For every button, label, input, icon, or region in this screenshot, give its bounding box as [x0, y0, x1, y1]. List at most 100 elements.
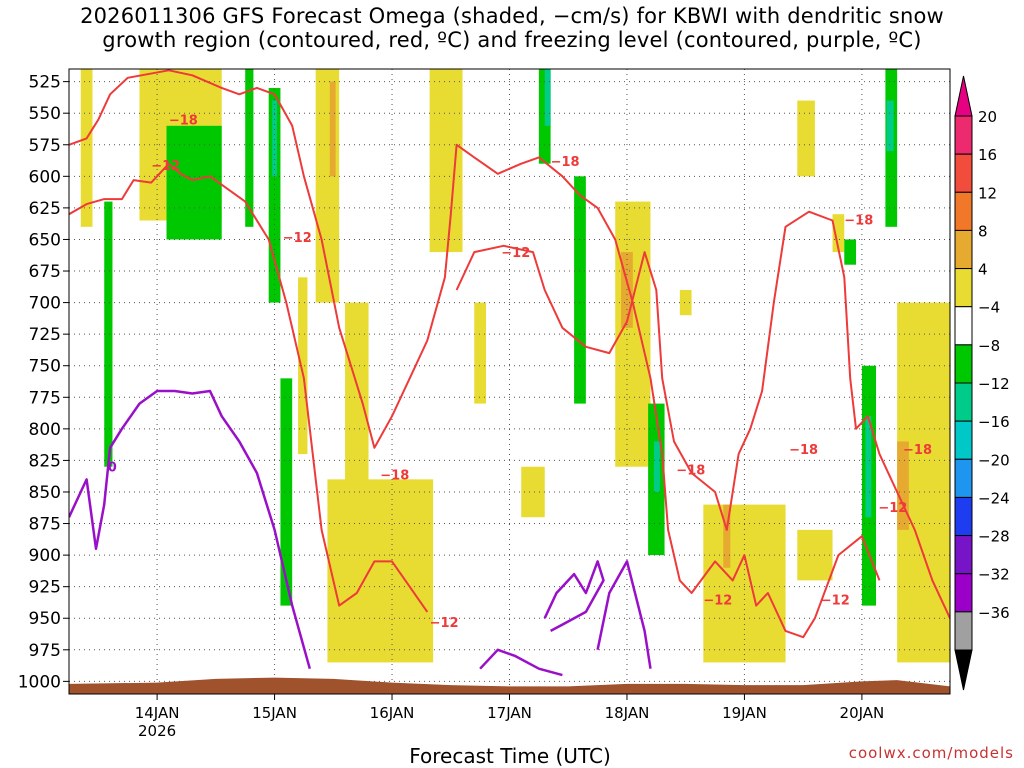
colorbar-swatch	[954, 535, 973, 575]
omega-patch	[574, 176, 586, 404]
y-tick-label: 825	[29, 451, 61, 471]
omega-patch	[280, 378, 293, 606]
freezing-level-contour	[543, 560, 605, 633]
omega-patch	[897, 441, 909, 530]
colorbar-swatch	[954, 229, 973, 270]
colorbar-label: −32	[978, 566, 1010, 584]
snow-growth-contour-label: −18	[789, 443, 818, 458]
y-axis: 525 550 575 600 625 650 675 700 725 750 775 800 825 8…	[18, 73, 69, 692]
snow-growth-contour-label: −18	[903, 443, 932, 458]
colorbar-label: 8	[978, 222, 988, 240]
omega-patch	[797, 100, 815, 177]
colorbar-label: 12	[978, 184, 997, 202]
freezing-level-contour	[69, 389, 312, 670]
y-tick-label: 725	[29, 325, 61, 345]
colorbar-label: −24	[978, 489, 1010, 507]
snow-growth-contour-label: −18	[169, 114, 198, 129]
y-tick-label: 875	[29, 515, 61, 535]
snow-growth-contour-label: −12	[501, 246, 530, 261]
omega-patch	[272, 100, 277, 177]
x-tick-year-label: 2026	[138, 722, 176, 740]
omega-patch	[832, 214, 845, 253]
omega-patch	[245, 69, 254, 227]
colorbar-label: 20	[978, 108, 997, 126]
omega-patch	[80, 69, 93, 227]
omega-patch	[844, 239, 857, 265]
snow-growth-contour-label: −12	[878, 501, 907, 516]
x-tick-label: 20JAN	[840, 704, 885, 722]
freezing-level-contour	[596, 560, 652, 669]
y-tick-label: 650	[29, 230, 61, 250]
colorbar-label: −36	[978, 604, 1010, 622]
source-credit: coolwx.com/models	[848, 744, 1014, 762]
x-tick-label: 19JAN	[722, 704, 767, 722]
x-tick-label: 14JAN	[135, 704, 180, 722]
omega-patch	[544, 69, 551, 126]
y-tick-label: 850	[29, 483, 61, 503]
colorbar-label: −8	[978, 337, 1000, 355]
snow-growth-contour-label: −12	[430, 616, 459, 631]
snow-growth-contour-label: −18	[551, 155, 580, 170]
y-tick-label: 950	[29, 609, 61, 629]
omega-patch	[723, 504, 731, 568]
omega-patch	[865, 416, 872, 518]
freezing-level-contour	[479, 648, 563, 677]
colorbar-swatch	[954, 191, 973, 231]
contour-lines	[69, 69, 950, 677]
omega-patch	[298, 277, 308, 455]
colorbar-swatch	[954, 115, 973, 155]
colorbar-label: 4	[978, 261, 988, 279]
snow-growth-contour-label: −18	[380, 468, 409, 483]
y-tick-label: 900	[29, 546, 61, 566]
colorbar-bottom-arrow	[954, 649, 973, 691]
freezing-level-contour-label: 0	[108, 461, 117, 476]
y-tick-label: 775	[29, 388, 61, 408]
x-tick-label: 15JAN	[252, 704, 297, 722]
y-tick-label: 700	[29, 294, 61, 314]
chart-title: 2026011306 GFS Forecast Omega (shaded, −…	[0, 4, 1024, 52]
omega-patch	[166, 125, 222, 240]
y-tick-label: 675	[29, 262, 61, 282]
snow-growth-contour-label: −18	[676, 463, 705, 478]
omega-patch	[268, 87, 281, 303]
snow-growth-contour-label: −18	[844, 213, 873, 228]
colorbar-swatch	[954, 153, 973, 193]
x-tick-label: 18JAN	[605, 704, 650, 722]
x-tick-label: 16JAN	[370, 704, 415, 722]
colorbar-label: −16	[978, 413, 1010, 431]
omega-patch	[886, 100, 894, 152]
y-tick-label: 575	[29, 136, 61, 156]
y-tick-label: 800	[29, 420, 61, 440]
snow-growth-contour-label: −12	[283, 231, 312, 246]
omega-patch	[345, 302, 369, 492]
y-tick-label: 1000	[18, 672, 61, 692]
colorbar-swatch	[954, 268, 973, 308]
snow-growth-contour	[69, 162, 429, 613]
x-tick-label: 17JAN	[487, 704, 532, 722]
terrain-fill	[69, 677, 950, 694]
snow-growth-contour-label: −12	[703, 593, 732, 608]
colorbar-swatch	[954, 420, 973, 460]
colorbar-swatch	[954, 458, 973, 498]
omega-patch	[474, 302, 487, 404]
colorbar: 20 16 12 8 4 −4 −8 −12 −16 −20 −24 −28 −32 −36	[954, 75, 1010, 691]
y-tick-label: 550	[29, 104, 61, 124]
colorbar-swatch	[954, 496, 973, 537]
colorbar-label: 16	[978, 146, 997, 164]
colorbar-swatch	[954, 573, 973, 613]
y-tick-label: 925	[29, 578, 61, 598]
chart-title-line1: 2026011306 GFS Forecast Omega (shaded, −…	[80, 4, 944, 28]
x-axis-title: Forecast Time (UTC)	[409, 744, 611, 768]
snow-growth-contour-label: −12	[821, 593, 850, 608]
omega-shading	[80, 69, 950, 663]
snow-growth-contour	[69, 69, 881, 639]
y-tick-label: 525	[29, 73, 61, 93]
omega-patch	[327, 479, 434, 663]
colorbar-swatch	[954, 611, 973, 651]
colorbar-label: −4	[978, 299, 1000, 317]
omega-patch	[521, 466, 545, 518]
colorbar-label: −20	[978, 451, 1010, 469]
omega-patch	[653, 441, 660, 492]
snow-growth-contour	[455, 210, 950, 619]
